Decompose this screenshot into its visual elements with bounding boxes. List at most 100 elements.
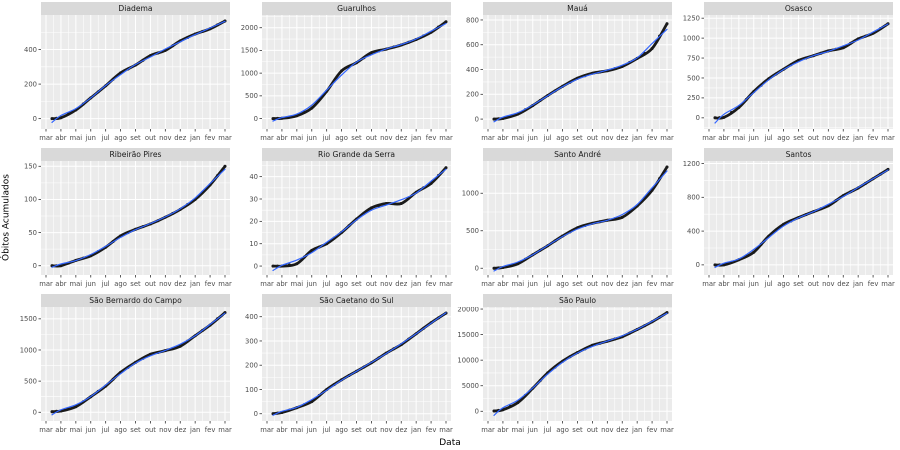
x-tick-label: mar [481,280,495,288]
x-tick-label: mar [39,280,53,288]
x-tick-label: jan [189,426,200,434]
x-tick-label: jul [101,426,110,434]
x-tick-label: jan [410,134,421,142]
data-point [508,404,512,408]
x-tick-label: abr [276,426,287,434]
x-tick-label: jan [852,280,863,288]
facet-grid: Diadema 0 200 400 mar abr mai jun jul ago set out no… [13,0,900,437]
y-tick-label: 300 [245,337,258,345]
x-tick-label: abr [55,134,66,142]
x-tick-label: ago [335,134,348,142]
x-tick-label: ago [335,426,348,434]
smooth-line [493,28,668,123]
data-point [369,51,373,55]
x-tick-label: ago [556,426,569,434]
x-tick-label: set [351,134,362,142]
x-tick-label: jan [410,426,421,434]
y-tick-label: 500 [245,92,258,100]
facet-panel-9: São Caetano do Sul 0 100 200 300 400 mar abr mai… [234,294,455,437]
x-tick-label: abr [55,280,66,288]
x-tick-label: fev [647,426,658,434]
x-tick-label: set [572,426,583,434]
x-tick-label: mai [69,134,82,142]
data-point [59,116,63,120]
x-tick-label: mar [218,426,232,434]
x-tick-label: out [808,134,819,142]
x-tick-label: fev [426,426,437,434]
x-tick-label: jun [305,426,317,434]
data-point [66,112,70,116]
facet-title: Santo André [483,148,672,161]
x-tick-label: dez [395,280,407,288]
facet-panel-4: Ribeirão Pires 0 50 100 150 mar abr mai jun jul ag… [13,148,234,291]
x-tick-label: mar [260,134,274,142]
x-tick-label: nov [601,426,614,434]
x-tick-label: set [130,280,141,288]
x-tick-label: jul [764,280,773,288]
facet-title: Mauá [483,2,672,15]
y-tick-label: 400 [245,313,258,321]
data-point [752,250,756,254]
x-tick-label: set [572,280,583,288]
x-tick-label: mar [39,426,53,434]
x-tick-label: abr [276,280,287,288]
facet-panel-3: Osasco 0 250 500 750 1000 1250 mar abr mai jun jul a… [676,2,897,145]
x-tick-label: ago [114,426,127,434]
x-tick-label: mar [439,134,453,142]
x-tick-label: dez [616,426,628,434]
x-tick-label: fev [205,134,216,142]
data-point [310,248,314,252]
smooth-line [272,22,447,122]
x-tick-label: ago [556,280,569,288]
data-point [713,116,717,120]
y-tick-label: 1000 [241,69,258,77]
x-tick-label: mar [481,134,495,142]
x-tick-label: mai [69,426,82,434]
data-point [516,401,520,405]
x-tick-label: nov [380,134,393,142]
x-tick-label: set [351,426,362,434]
data-point [665,165,669,169]
facet-panel-8: São Bernardo do Campo 0 500 1000 1500 mar abr m… [13,294,234,437]
data-point [50,117,54,121]
facet-panel-10: São Paulo 0 5000 10000 15000 20000 mar abr mai ju… [455,294,676,437]
x-tick-label: ago [335,280,348,288]
data-point [223,164,227,168]
x-tick-label: jan [410,280,421,288]
y-tick-label: 750 [687,54,700,62]
y-tick-label: 400 [466,66,479,74]
data-point [650,47,654,50]
data-point [722,115,726,119]
x-tick-label: abr [497,134,508,142]
data-point [74,405,78,409]
x-tick-label: nov [380,280,393,288]
x-tick-label: out [808,280,819,288]
y-tick-label: 200 [245,362,258,370]
y-tick-label: 2000 [241,24,258,32]
x-axis-title: Data [439,438,461,448]
x-tick-label: jul [322,134,331,142]
y-tick-label: 5000 [462,382,479,390]
smooth-line [493,312,668,416]
facet-panel-5: Rio Grande da Serra 0 10 20 30 40 mar abr mai jun… [234,148,455,291]
x-tick-label: set [351,280,362,288]
x-tick-label: mai [290,280,303,288]
y-tick-label: 200 [24,80,37,88]
x-tick-label: jul [543,426,552,434]
x-tick-label: jul [101,134,110,142]
data-point [429,181,433,185]
data-point [59,264,63,268]
y-tick-label: 100 [24,196,37,204]
x-tick-label: jan [852,134,863,142]
smooth-line [714,23,889,124]
x-tick-label: mar [218,134,232,142]
x-tick-label: out [366,134,377,142]
x-tick-label: jun [526,280,538,288]
x-tick-label: dez [616,280,628,288]
facet-panel-2: Mauá 0 200 400 600 800 mar abr mai jun jul ago set ou… [455,2,676,145]
